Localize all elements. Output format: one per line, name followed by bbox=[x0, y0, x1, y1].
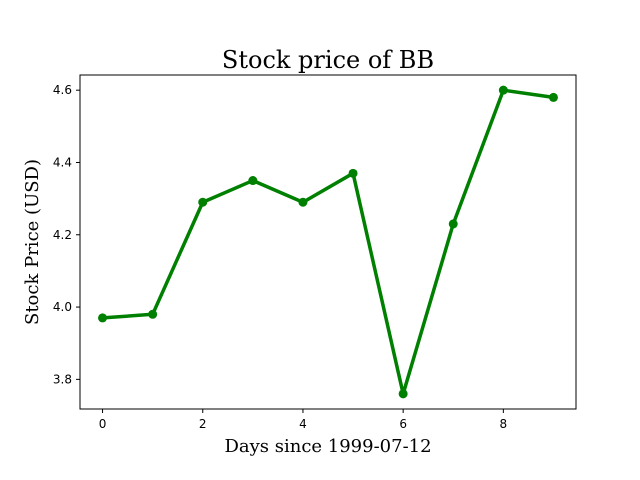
data-point bbox=[98, 313, 108, 323]
x-tick-label: 0 bbox=[99, 417, 107, 431]
x-tick-label: 6 bbox=[399, 417, 407, 431]
y-tick-label: 4.0 bbox=[53, 300, 72, 314]
series-line bbox=[100, 88, 556, 396]
data-point bbox=[398, 389, 408, 399]
data-point bbox=[448, 219, 458, 229]
y-axis: 3.8 4.0 4.2 4.4 4.6 bbox=[53, 83, 80, 386]
y-tick-label: 4.4 bbox=[53, 155, 72, 169]
y-tick-label: 3.8 bbox=[53, 372, 72, 386]
data-point bbox=[548, 92, 558, 102]
data-point bbox=[248, 176, 258, 186]
data-point bbox=[198, 197, 208, 207]
x-tick-label: 8 bbox=[500, 417, 508, 431]
data-point bbox=[148, 309, 158, 319]
data-point bbox=[298, 197, 308, 207]
y-axis-label: Stock Price (USD) bbox=[22, 159, 43, 325]
chart-title: Stock price of BB bbox=[222, 46, 434, 74]
y-tick-label: 4.2 bbox=[53, 228, 72, 242]
plot-area-frame bbox=[79, 74, 577, 410]
data-point bbox=[348, 168, 358, 178]
x-axis-label: Days since 1999-07-12 bbox=[224, 436, 431, 457]
x-tick-label: 4 bbox=[299, 417, 307, 431]
y-tick-label: 4.6 bbox=[53, 83, 72, 97]
x-tick-label: 2 bbox=[199, 417, 207, 431]
series-layer bbox=[98, 85, 558, 399]
x-axis: 0 2 4 6 8 bbox=[99, 409, 507, 431]
data-point bbox=[498, 85, 508, 95]
